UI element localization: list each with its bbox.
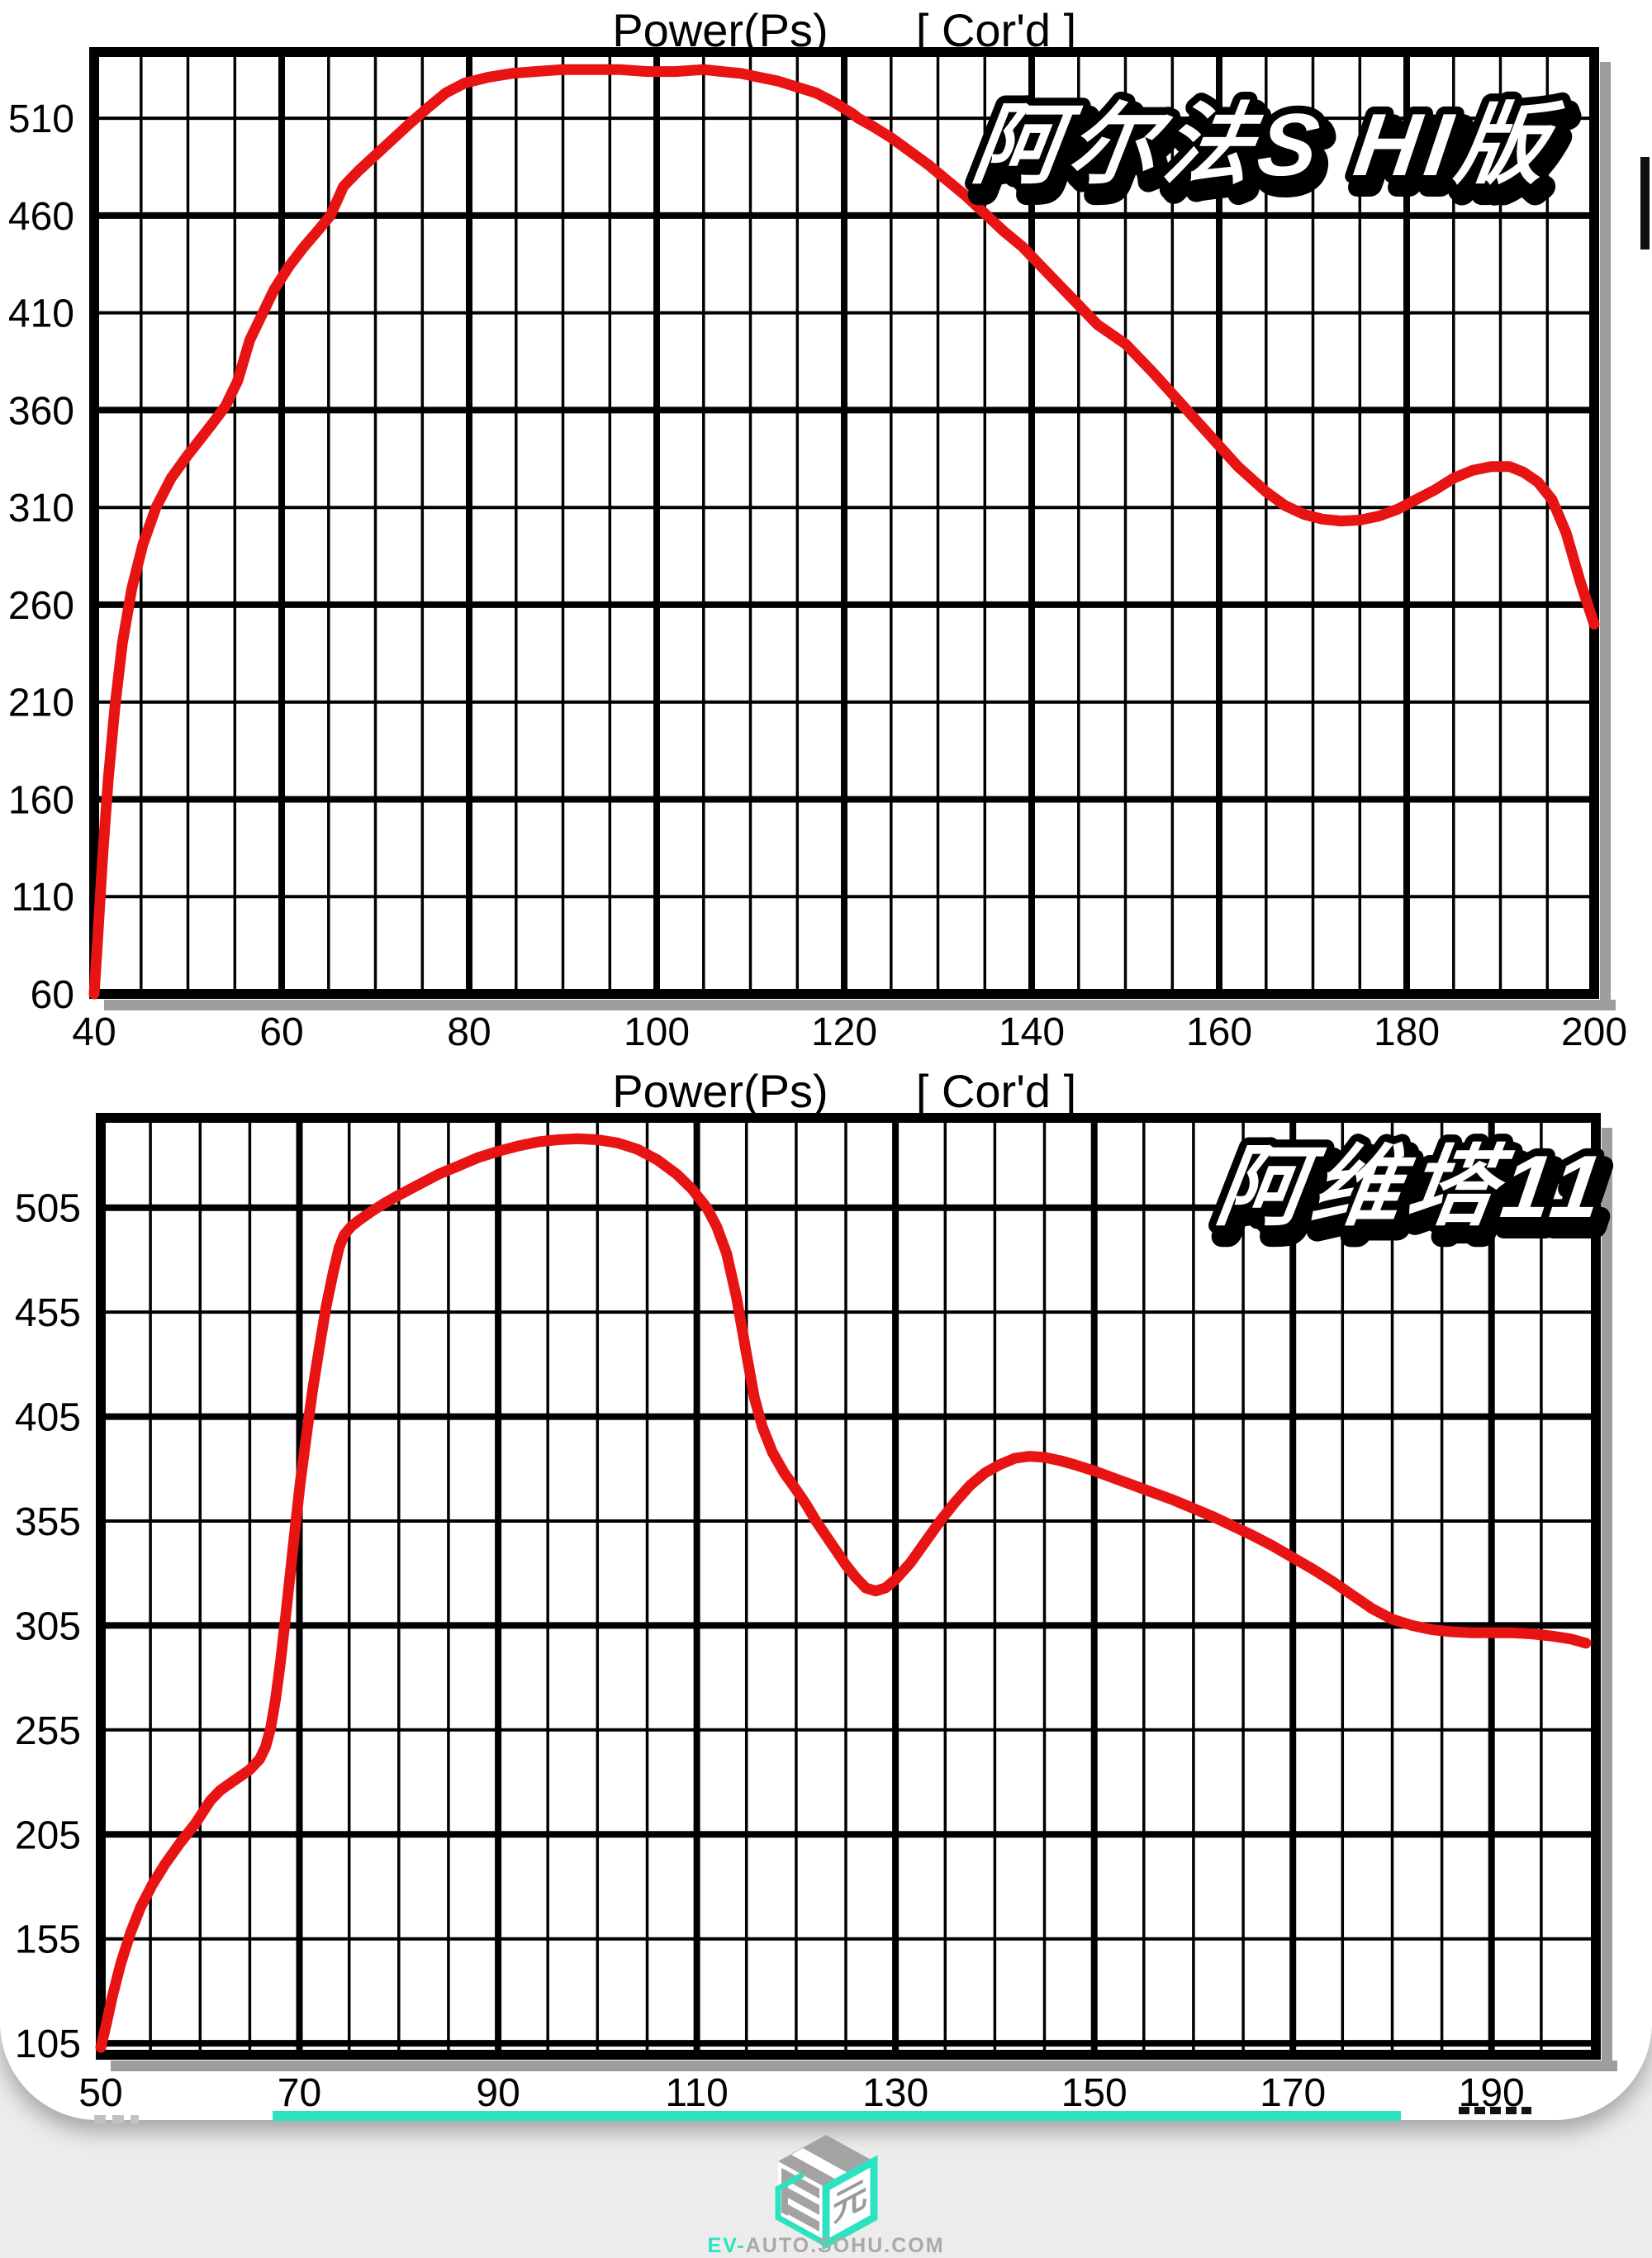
svg-text:105: 105 xyxy=(15,2023,81,2066)
svg-text:210: 210 xyxy=(8,682,74,725)
svg-text:阿维塔11: 阿维塔11 xyxy=(1217,1148,1621,1246)
svg-text:阿维塔11: 阿维塔11 xyxy=(1211,1137,1615,1235)
svg-text:50: 50 xyxy=(78,2071,122,2115)
cube-top-slit xyxy=(791,2148,851,2181)
svg-text:360: 360 xyxy=(8,389,74,433)
svg-text:60: 60 xyxy=(259,1010,303,1054)
teal-divider-line xyxy=(273,2111,1401,2121)
clipped-text-artifact-left xyxy=(94,2115,139,2123)
svg-text:130: 130 xyxy=(862,2071,928,2115)
svg-text:305: 305 xyxy=(15,1604,81,1648)
clipped-text-artifact-right xyxy=(1459,2107,1531,2114)
svg-text:70: 70 xyxy=(278,2071,321,2115)
svg-text:90: 90 xyxy=(476,2071,520,2115)
svg-text:60: 60 xyxy=(31,973,74,1017)
brand-prefix: EV- xyxy=(707,2234,746,2257)
svg-text:150: 150 xyxy=(1061,2071,1127,2115)
svg-text:455: 455 xyxy=(15,1291,81,1335)
svg-text:405: 405 xyxy=(15,1396,81,1440)
svg-text:410: 410 xyxy=(8,292,74,336)
cube-left-glyph xyxy=(781,2168,819,2232)
svg-text:80: 80 xyxy=(447,1010,491,1054)
svg-text:140: 140 xyxy=(999,1010,1065,1054)
clipped-right-edge-artifact xyxy=(1640,157,1650,250)
brand-text: EV-AUTO.SOHU.COM xyxy=(0,2234,1652,2258)
svg-text:110: 110 xyxy=(665,2071,729,2115)
svg-text:200: 200 xyxy=(1561,1010,1627,1054)
svg-text:355: 355 xyxy=(15,1500,81,1544)
footer: 元 EV-AUTO.SOHU.COM xyxy=(0,2120,1652,2258)
svg-text:100: 100 xyxy=(624,1010,690,1054)
cube-right-face xyxy=(822,2155,878,2249)
svg-text:255: 255 xyxy=(15,1709,81,1753)
svg-text:40: 40 xyxy=(72,1010,116,1054)
svg-text:260: 260 xyxy=(8,584,74,628)
svg-text:阿尔法S HI版: 阿尔法S HI版 xyxy=(967,95,1567,193)
svg-text:110: 110 xyxy=(11,876,74,920)
svg-text:155: 155 xyxy=(15,1918,81,1962)
svg-text:阿尔法S HI版: 阿尔法S HI版 xyxy=(973,106,1573,204)
svg-text:120: 120 xyxy=(811,1010,877,1054)
svg-text:160: 160 xyxy=(8,779,74,823)
cube-teal-edge xyxy=(775,2171,829,2249)
svg-text:510: 510 xyxy=(8,97,74,141)
brand-cube-logo-icon: 元 xyxy=(775,2135,878,2249)
svg-text:505: 505 xyxy=(15,1187,81,1231)
chart-card: 60 110 160 210 260 310 360 410 460 510 40 60 80 100 12… xyxy=(0,0,1652,2123)
svg-text:310: 310 xyxy=(8,487,74,530)
svg-text:160: 160 xyxy=(1186,1010,1252,1054)
brand-rest: AUTO.SOHU.COM xyxy=(745,2234,945,2257)
svg-text:460: 460 xyxy=(8,195,74,239)
svg-text:170: 170 xyxy=(1260,2071,1326,2115)
svg-text:180: 180 xyxy=(1374,1010,1440,1054)
svg-text:205: 205 xyxy=(15,1814,81,1857)
